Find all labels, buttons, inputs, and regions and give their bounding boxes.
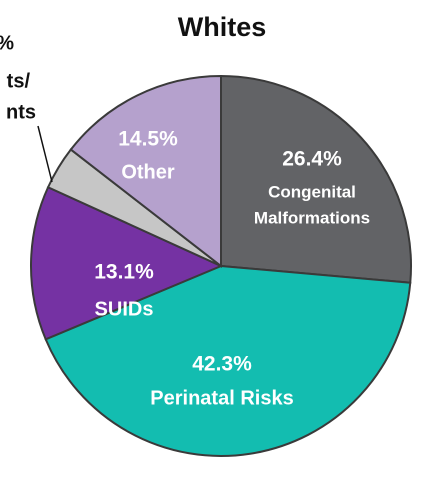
category-label: Malformations <box>254 208 370 227</box>
value-label: 14.5% <box>118 128 178 151</box>
pie-slice <box>69 74 222 269</box>
annotation: nts <box>6 101 36 123</box>
leader-line <box>37 125 53 183</box>
category-label: Other <box>121 161 175 183</box>
category-label: Perinatal Risks <box>150 387 293 409</box>
pie <box>30 74 412 457</box>
category-label: Congenital <box>268 182 356 201</box>
annotation: ts/ <box>7 70 31 92</box>
pie-slice <box>30 185 224 341</box>
category-label: SUIDs <box>95 298 154 320</box>
annotation: % <box>0 32 14 54</box>
pie-slice <box>44 264 412 457</box>
value-label: 42.3% <box>192 353 252 376</box>
slice-labels: 26.4% Congenital Malformations 42.3% Per… <box>94 128 370 410</box>
value-label: 26.4% <box>282 148 342 171</box>
pie-slice <box>220 74 412 284</box>
value-label: 13.1% <box>94 261 154 284</box>
chart-title: Whites <box>178 12 267 42</box>
